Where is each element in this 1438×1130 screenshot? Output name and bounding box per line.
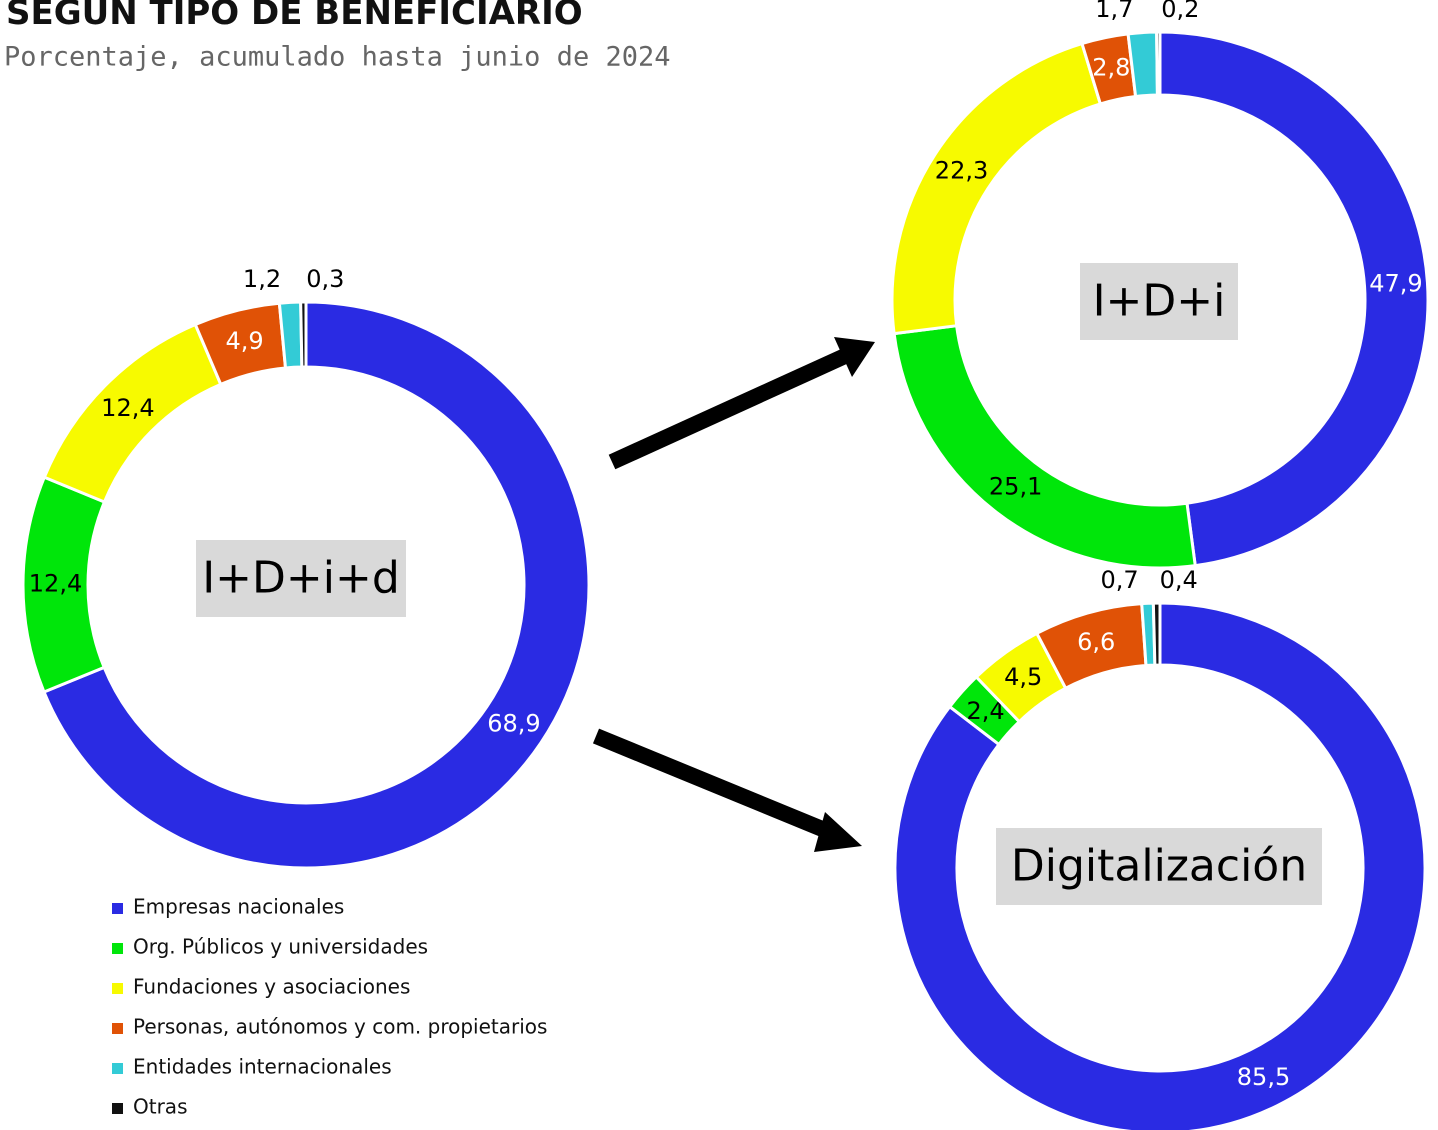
data-label: 1,7 — [1095, 0, 1133, 23]
legend-label: Otras — [133, 1095, 187, 1119]
donut-segment — [890, 41, 1103, 336]
data-label: 4,9 — [225, 327, 263, 355]
legend-swatch — [112, 903, 123, 914]
center-label: I+D+i — [1093, 276, 1226, 327]
data-label: 12,4 — [29, 570, 82, 598]
data-label: 68,9 — [487, 710, 540, 738]
arrow-head — [834, 337, 875, 377]
legend-swatch — [112, 1103, 123, 1114]
center-label-box — [1080, 263, 1238, 340]
legend-swatch — [112, 1063, 123, 1074]
donut-segment — [892, 324, 1197, 570]
arrow-shaft — [592, 728, 836, 841]
donut-segment — [42, 300, 591, 870]
data-label: 25,1 — [989, 472, 1042, 500]
donut-segment — [299, 300, 308, 369]
legend-swatch — [112, 983, 123, 994]
data-label: 4,5 — [1004, 663, 1042, 691]
legend-swatch — [112, 1023, 123, 1034]
legend-label: Entidades internacionales — [133, 1055, 392, 1079]
center-label-box — [196, 540, 406, 617]
arrow-head — [814, 812, 862, 852]
center-label-box — [996, 828, 1322, 905]
arrow — [592, 728, 862, 852]
donut-segment — [1158, 30, 1430, 568]
legend-swatch — [112, 943, 123, 954]
data-label: 2,8 — [1092, 54, 1130, 82]
chart-title: SEGÚN TIPO DE BENEFICIARIO — [6, 0, 583, 33]
donut-segment — [893, 601, 1427, 1130]
chart-subtitle: Porcentaje, acumulado hasta junio de 202… — [4, 42, 670, 73]
center-label: Digitalización — [1011, 841, 1307, 892]
arrow-shaft — [608, 348, 849, 470]
legend-label: Org. Públicos y universidades — [133, 935, 428, 959]
donut-chart: 68,9 12,4 12,4 4,9 1,2 0,3 I+D+i+d — [21, 265, 591, 870]
donut-chart: 47,9 25,1 22,3 2,8 1,7 0,2 I+D+i — [890, 0, 1430, 570]
data-label: 0,2 — [1161, 0, 1199, 23]
donut-segment — [1155, 30, 1162, 97]
donut-segment — [1151, 601, 1162, 667]
center-label: I+D+i+d — [202, 553, 400, 604]
data-label: 12,4 — [101, 394, 154, 422]
data-label: 0,3 — [306, 265, 344, 293]
legend-label: Empresas nacionales — [133, 895, 344, 919]
legend-label: Fundaciones y asociaciones — [133, 975, 410, 999]
data-label: 22,3 — [935, 156, 988, 184]
legend-label: Personas, autónomos y com. propietarios — [133, 1015, 547, 1039]
data-label: 85,5 — [1237, 1063, 1290, 1091]
arrow — [608, 337, 875, 470]
data-label: 0,4 — [1160, 566, 1198, 594]
legend: Empresas nacionales Org. Públicos y unive… — [112, 895, 547, 1119]
data-label: 1,2 — [243, 265, 281, 293]
data-label: 47,9 — [1369, 269, 1422, 297]
data-label: 6,6 — [1077, 628, 1115, 656]
data-label: 0,7 — [1100, 566, 1138, 594]
